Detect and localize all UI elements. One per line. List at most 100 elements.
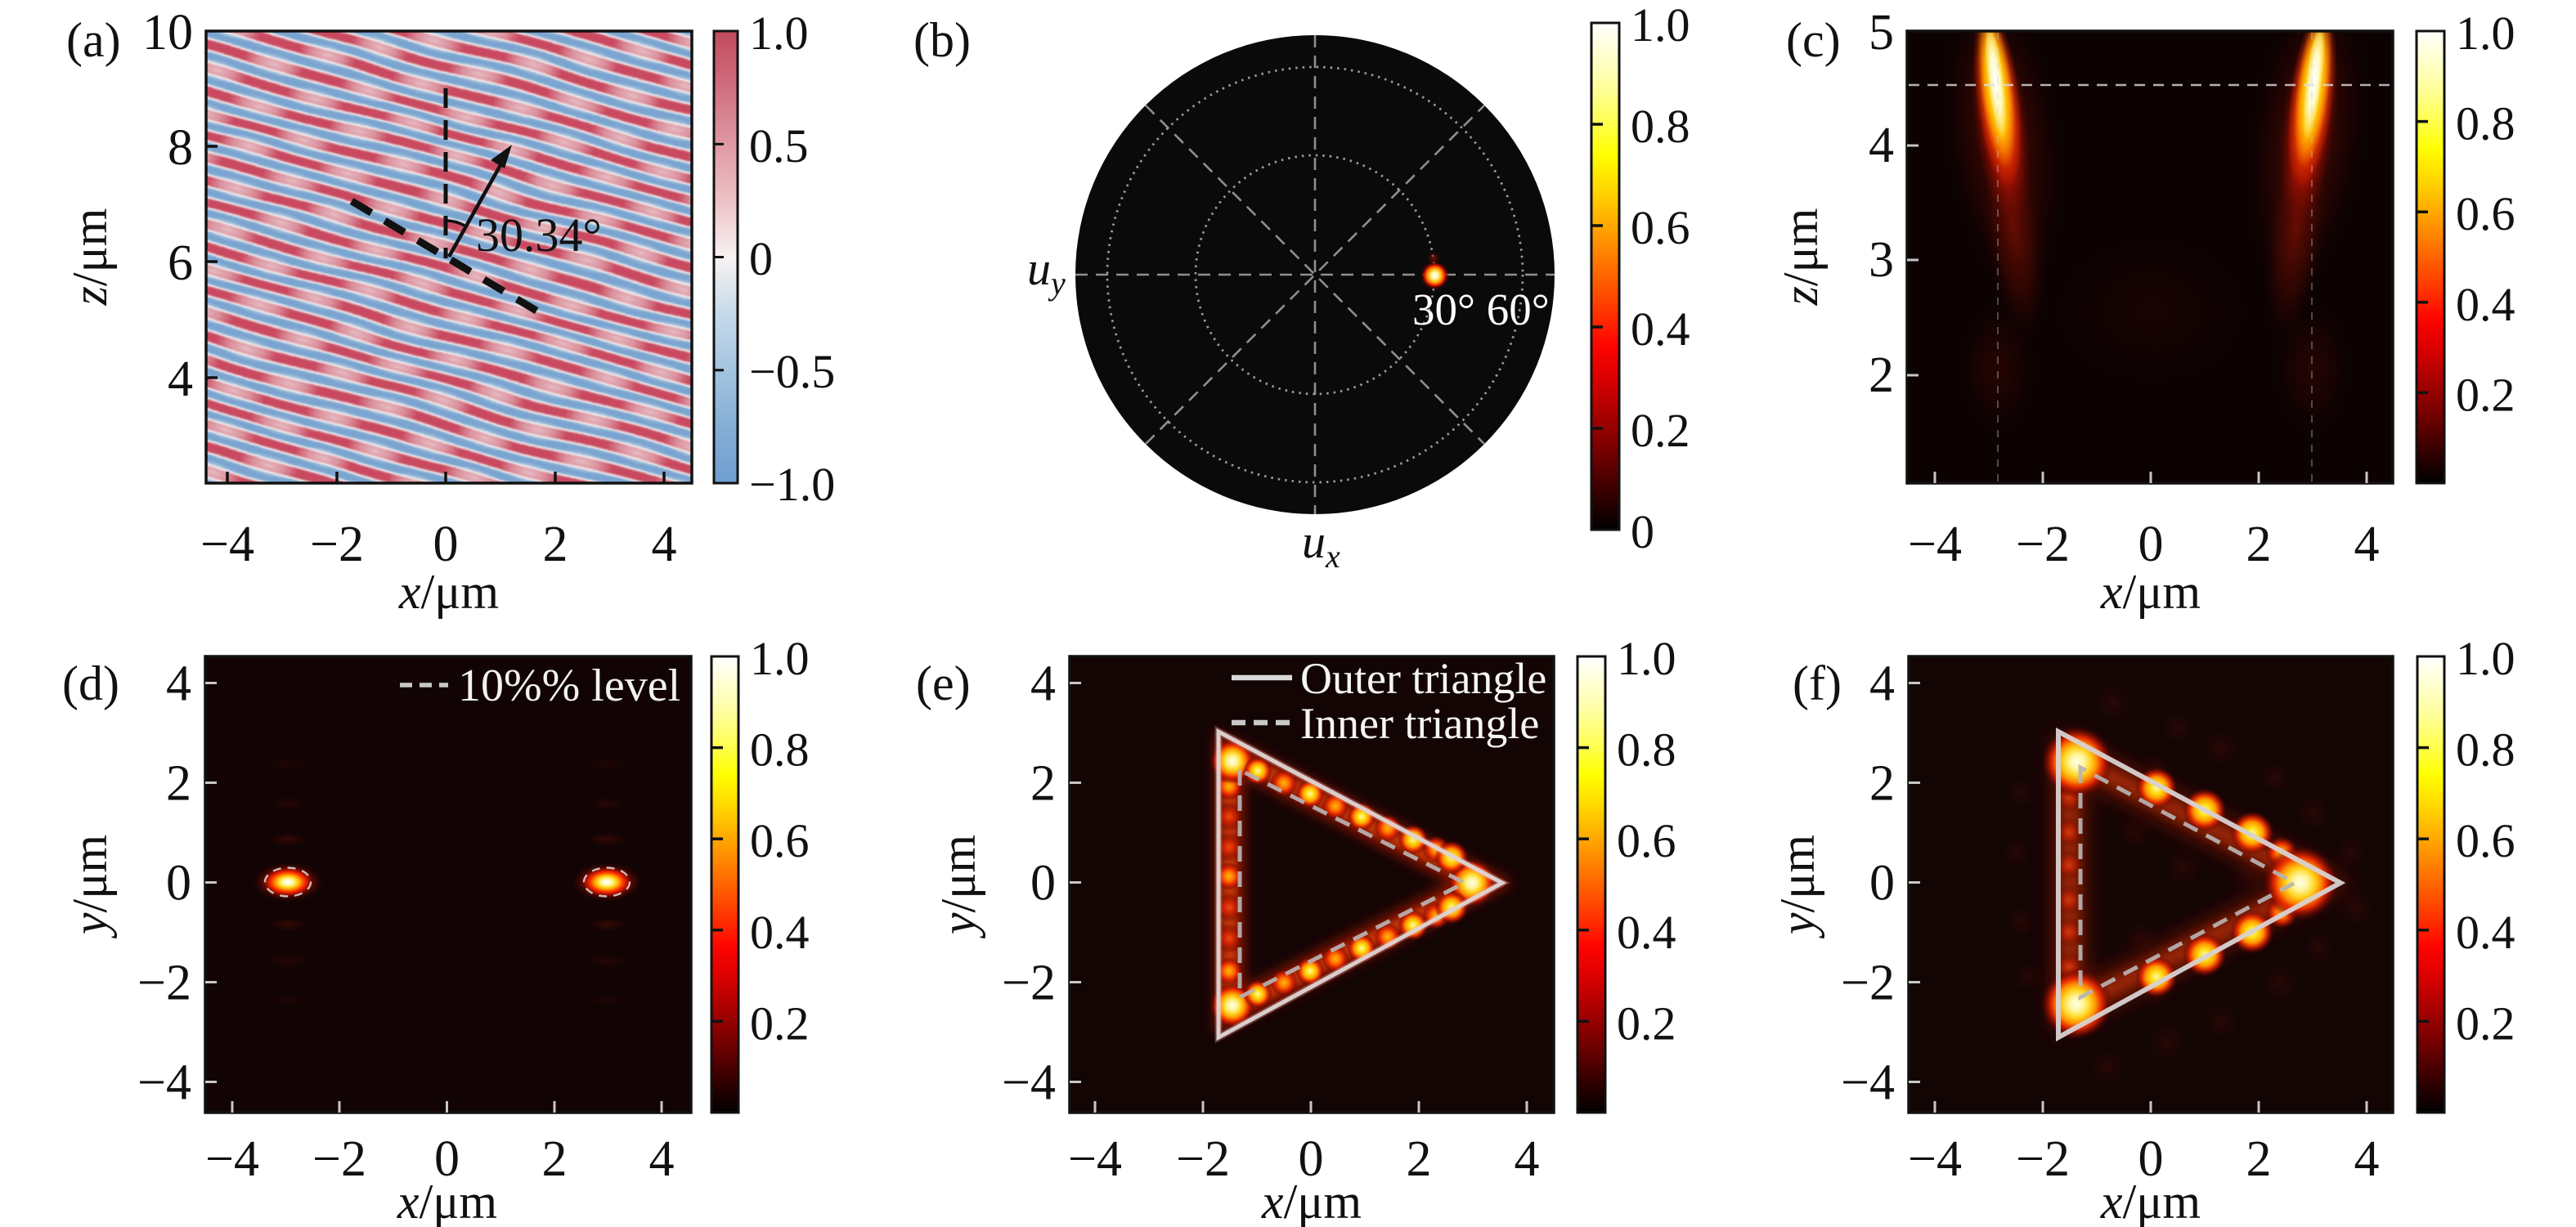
svg-text:0.4: 0.4 [750, 906, 810, 959]
svg-text:2: 2 [543, 517, 568, 572]
svg-text:−2: −2 [312, 1131, 366, 1187]
svg-text:0.4: 0.4 [1617, 906, 1676, 959]
svg-text:x/μm: x/μm [1261, 1175, 1362, 1227]
svg-text:−2: −2 [2016, 517, 2070, 572]
svg-text:(b): (b) [913, 13, 971, 67]
svg-text:0.8: 0.8 [2456, 97, 2515, 150]
svg-text:0.6: 0.6 [1617, 814, 1676, 867]
svg-text:−4: −4 [1908, 517, 1962, 572]
svg-text:1.0: 1.0 [750, 632, 810, 685]
svg-text:2: 2 [542, 1131, 568, 1187]
svg-text:y/μm: y/μm [1770, 835, 1824, 939]
svg-text:0.6: 0.6 [2456, 187, 2515, 240]
svg-text:(c): (c) [1786, 13, 1841, 67]
svg-text:Outer triangle: Outer triangle [1300, 654, 1546, 703]
svg-text:30.34°: 30.34° [476, 208, 602, 262]
svg-text:x/μm: x/μm [2100, 1175, 2201, 1227]
svg-text:−2: −2 [137, 956, 191, 1011]
svg-text:0: 0 [434, 1131, 460, 1187]
svg-text:4: 4 [652, 517, 677, 572]
svg-text:5: 5 [1869, 5, 1894, 60]
svg-text:(a): (a) [66, 13, 121, 67]
svg-text:3: 3 [1869, 232, 1894, 288]
svg-text:z/μm: z/μm [1774, 208, 1828, 307]
svg-text:0: 0 [1299, 1131, 1324, 1187]
svg-text:0.6: 0.6 [2456, 814, 2515, 867]
svg-text:0: 0 [2138, 1131, 2164, 1187]
svg-text:−4: −4 [1002, 1055, 1056, 1111]
svg-text:y/μm: y/μm [63, 835, 117, 939]
svg-text:(d): (d) [62, 656, 119, 710]
svg-text:−4: −4 [137, 1055, 191, 1111]
svg-text:0.8: 0.8 [1631, 100, 1690, 153]
svg-text:4: 4 [649, 1131, 675, 1187]
svg-text:4: 4 [2354, 1131, 2380, 1187]
svg-text:uy: uy [1027, 242, 1066, 302]
svg-text:(e): (e) [916, 656, 971, 710]
svg-text:x/μm: x/μm [397, 1175, 497, 1227]
svg-text:2: 2 [1869, 756, 1895, 812]
svg-text:0.4: 0.4 [2456, 278, 2515, 331]
svg-text:x/μm: x/μm [2100, 565, 2201, 619]
svg-text:z/μm: z/μm [63, 208, 117, 307]
svg-text:2: 2 [1030, 756, 1056, 812]
svg-text:0.4: 0.4 [2456, 906, 2515, 959]
svg-text:2: 2 [1407, 1131, 1432, 1187]
svg-text:8: 8 [168, 120, 193, 176]
svg-text:1.0: 1.0 [749, 7, 809, 60]
svg-text:10: 10 [142, 5, 193, 60]
svg-text:30° 60°: 30° 60° [1412, 284, 1550, 334]
svg-text:−4: −4 [200, 517, 254, 572]
svg-text:−2: −2 [310, 517, 364, 572]
svg-text:1.0: 1.0 [2456, 7, 2515, 60]
svg-text:−4: −4 [1068, 1131, 1122, 1187]
svg-text:1.0: 1.0 [1617, 632, 1676, 685]
svg-text:4: 4 [1515, 1131, 1540, 1187]
svg-text:0: 0 [2138, 517, 2164, 572]
svg-text:−4: −4 [1908, 1131, 1962, 1187]
svg-text:−4: −4 [205, 1131, 259, 1187]
svg-text:−2: −2 [1841, 956, 1895, 1011]
svg-text:0.2: 0.2 [1631, 404, 1690, 457]
svg-text:−4: −4 [1841, 1055, 1895, 1111]
svg-text:10%% level: 10%% level [458, 661, 680, 711]
svg-text:2: 2 [2246, 517, 2272, 572]
svg-text:0.2: 0.2 [750, 996, 810, 1050]
svg-text:y/μm: y/μm [931, 835, 985, 939]
svg-text:0: 0 [1631, 505, 1654, 558]
svg-text:0.5: 0.5 [749, 119, 809, 172]
svg-text:2: 2 [2246, 1131, 2272, 1187]
svg-text:6: 6 [168, 235, 193, 291]
svg-text:1.0: 1.0 [1631, 0, 1690, 51]
svg-text:0.2: 0.2 [2456, 996, 2515, 1050]
svg-text:(f): (f) [1793, 656, 1842, 710]
svg-text:Inner triangle: Inner triangle [1300, 699, 1539, 748]
svg-text:−1.0: −1.0 [749, 458, 835, 511]
svg-text:0: 0 [166, 856, 191, 911]
svg-text:ux: ux [1302, 515, 1340, 575]
svg-text:4: 4 [166, 656, 191, 712]
svg-text:4: 4 [168, 352, 193, 407]
svg-text:0.8: 0.8 [750, 723, 810, 777]
svg-text:0: 0 [749, 232, 773, 285]
svg-text:−2: −2 [1002, 956, 1056, 1011]
svg-text:4: 4 [1869, 656, 1895, 712]
svg-text:0.8: 0.8 [2456, 723, 2515, 777]
svg-text:0: 0 [433, 517, 459, 572]
svg-text:−0.5: −0.5 [749, 345, 835, 398]
svg-text:−2: −2 [1176, 1131, 1230, 1187]
svg-text:0: 0 [1869, 856, 1895, 911]
svg-text:0.2: 0.2 [2456, 368, 2515, 421]
svg-text:0.6: 0.6 [750, 814, 810, 867]
svg-text:0.8: 0.8 [1617, 723, 1676, 777]
svg-text:1.0: 1.0 [2456, 632, 2515, 685]
svg-text:x/μm: x/μm [398, 565, 499, 619]
svg-text:−2: −2 [2016, 1131, 2070, 1187]
svg-text:2: 2 [166, 756, 191, 812]
svg-text:0.2: 0.2 [1617, 996, 1676, 1050]
svg-text:0.6: 0.6 [1631, 201, 1690, 254]
svg-text:2: 2 [1869, 347, 1894, 403]
svg-text:0: 0 [1030, 856, 1056, 911]
svg-text:4: 4 [2354, 517, 2380, 572]
svg-text:4: 4 [1030, 656, 1056, 712]
